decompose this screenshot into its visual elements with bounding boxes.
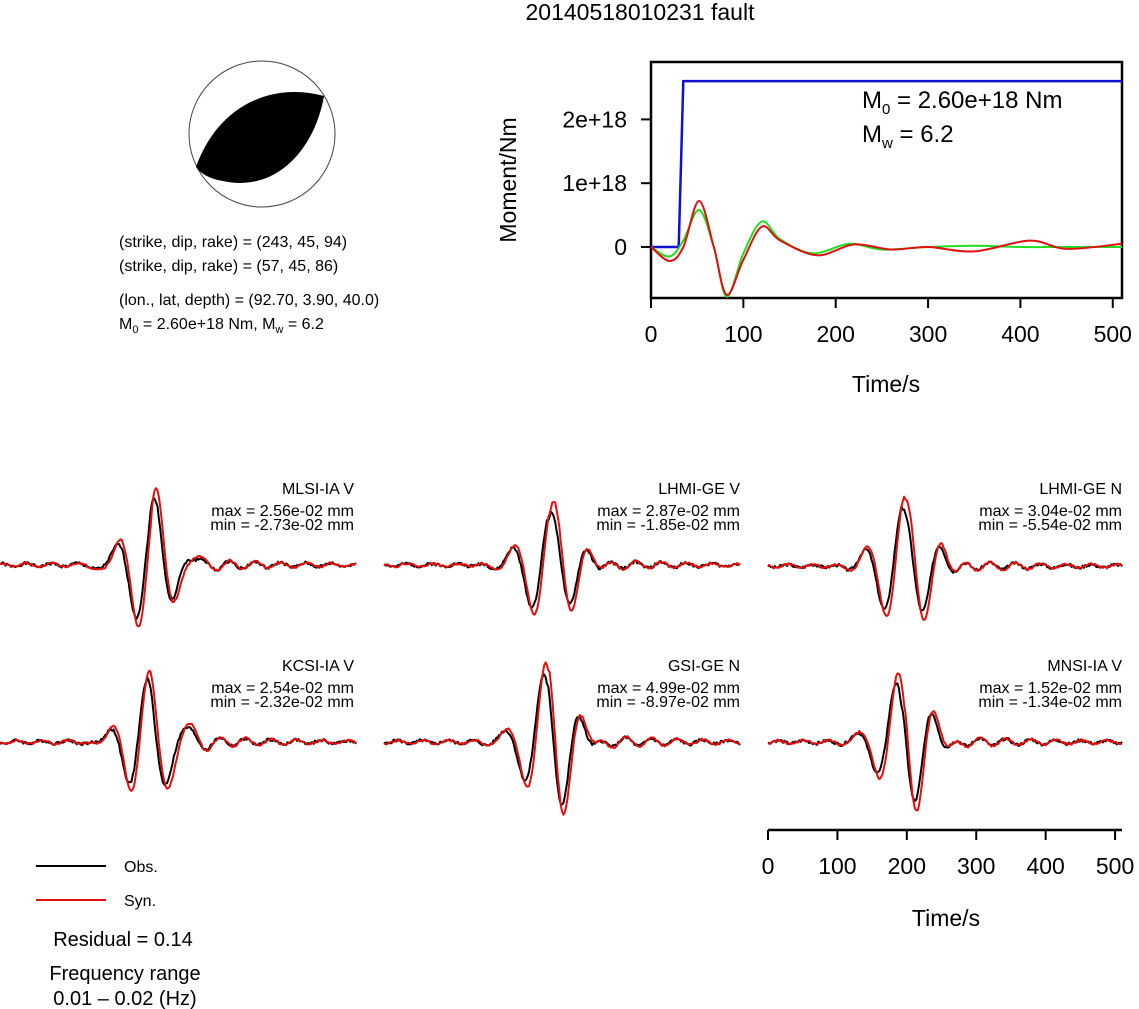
moment-ytick-label: 2e+18 [562,106,627,132]
station-label: MLSI-IA V [282,481,354,498]
mw-subscript: w [274,324,283,336]
mechanism-line-3: (lon., lat, depth) = (92.70, 3.90, 40.0) [119,292,379,309]
min-label: min = -5.54e-02 mm [978,517,1122,534]
legend: Obs. Syn. Residual = 0.14 Frequency rang… [36,859,201,1009]
waveform-xtick-label: 100 [818,853,856,879]
moment-y-axis: 0 1e+18 2e+18 [562,106,651,260]
moment-xtick-label: 100 [724,321,762,347]
max-label: max = 4.99e-02 mm [597,680,740,697]
moment-xtick-label: 200 [817,321,855,347]
moment-xlabel: Time/s [852,371,920,397]
min-label: min = -8.97e-02 mm [596,694,740,711]
station-label: MNSI-IA V [1047,658,1122,675]
synthetic-trace [768,672,1122,812]
max-label: max = 1.52e-02 mm [979,680,1122,697]
legend-obs-label: Obs. [124,859,158,876]
waveform-xtick-label: 400 [1026,853,1064,879]
waveform-xlabel: Time/s [912,905,980,931]
synthetic-trace [383,501,741,616]
waveform-xtick-label: 0 [762,853,775,879]
moment-mw-annotation: Mw = 6.2 [862,121,954,152]
mechanism-text: (strike, dip, rake) = (243, 45, 94) (str… [119,234,379,336]
m0-subscript: 0 [132,324,138,336]
station-label: LHMI-GE N [1039,481,1122,498]
figure-title: 20140518010231 fault [526,0,756,25]
beachball-icon [188,60,336,208]
moment-xtick-label: 300 [909,321,947,347]
moment-xtick-label: 400 [1001,321,1039,347]
moment-series [650,79,1123,298]
max-label: max = 2.54e-02 mm [211,680,354,697]
min-label: min = -1.34e-02 mm [978,694,1122,711]
min-label: min = -1.85e-02 mm [596,517,740,534]
station-label: GSI-GE N [668,658,740,675]
mechanism-line-4: M0 = 2.60e+18 Nm, Mw = 6.2 [119,316,324,336]
moment-cumulative-line [651,79,1122,249]
moment-x-axis: 0 100 200 300 400 500 [645,298,1132,347]
m0-symbol: M [119,316,132,333]
residual-text: Residual = 0.14 [53,929,193,951]
frequency-title: Frequency range [49,963,200,985]
waveform-xtick-label: 500 [1096,853,1134,879]
moment-plot-frame [649,60,1124,300]
legend-syn-label: Syn. [124,893,156,910]
moment-xtick-label: 500 [1094,321,1132,347]
mw-value: = 6.2 [283,316,324,333]
max-label: max = 2.87e-02 mm [597,503,740,520]
moment-ytick-label: 0 [614,234,627,260]
synthetic-trace [0,487,357,628]
max-label: max = 2.56e-02 mm [211,503,354,520]
moment-xtick-label: 0 [645,321,658,347]
moment-m0-annotation: M0 = 2.60e+18 Nm [862,87,1062,118]
station-label: LHMI-GE V [658,481,740,498]
waveform-xtick-label: 300 [957,853,995,879]
waveform-xtick-label: 200 [888,853,926,879]
synthetic-trace [767,495,1123,621]
moment-plot: 0 1e+18 2e+18 0 100 200 300 400 500 Moment/Nm T… [495,60,1132,397]
synthetic-trace [383,661,741,816]
min-label: min = -2.73e-02 mm [210,517,354,534]
max-label: max = 3.04e-02 mm [979,503,1122,520]
min-label: min = -2.32e-02 mm [210,694,354,711]
mechanism-line-2: (strike, dip, rake) = (57, 45, 86) [119,258,338,275]
synthetic-trace [0,669,357,792]
frequency-value: 0.01 – 0.02 (Hz) [53,988,196,1009]
waveform-time-axis: Time/s 0 100 200 300 400 500 [762,828,1134,931]
mechanism-line-1: (strike, dip, rake) = (243, 45, 94) [119,234,347,251]
moment-rate-line-green [650,209,1122,298]
m0-value: = 2.60e+18 Nm, M [138,316,275,333]
moment-ylabel: Moment/Nm [495,117,521,242]
moment-rate-line-red [650,199,1123,296]
moment-ytick-label: 1e+18 [562,170,627,196]
station-label: KCSI-IA V [282,658,354,675]
